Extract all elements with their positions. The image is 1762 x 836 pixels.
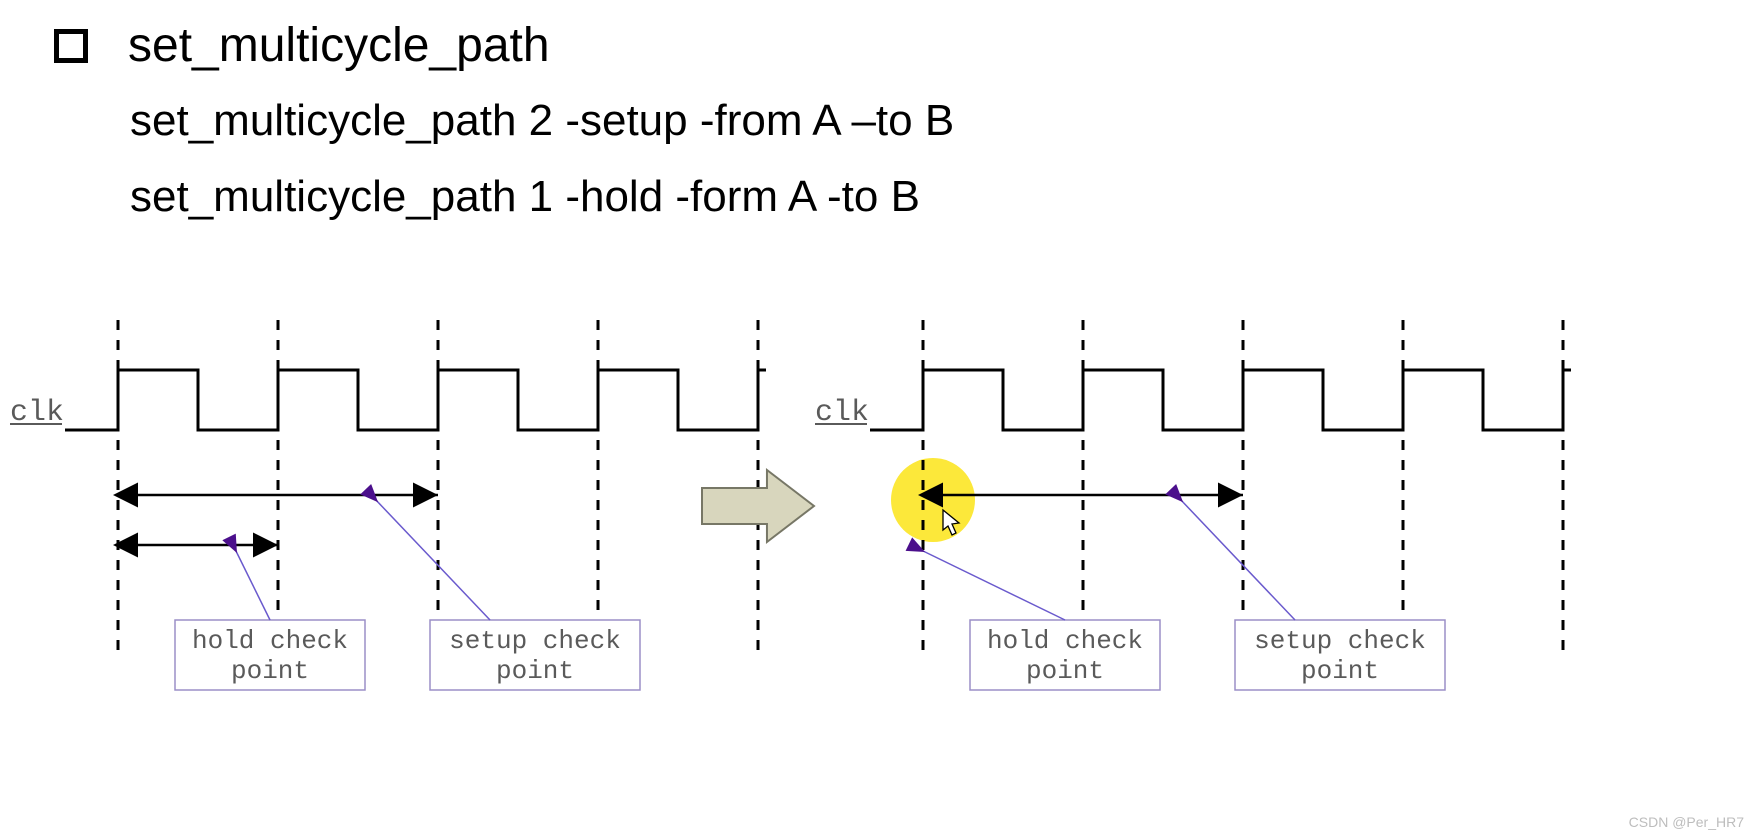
hold-check-box-line2: point [231,656,309,686]
hold-pointer [921,550,1065,620]
page-root: set_multicycle_path set_multicycle_path … [0,0,1762,836]
timing-diagram-right: clkhold checkpointsetup checkpoint [815,320,1571,690]
clk-waveform [65,370,766,430]
highlight-circle [891,458,975,542]
hold-check-box-line1: hold check [192,626,348,656]
timing-diagram-left: clkhold checkpointsetup checkpoint [10,320,766,690]
setup-check-box-line1: setup check [449,626,621,656]
setup-pointer [1180,499,1295,620]
watermark: CSDN @Per_HR7 [1629,814,1744,830]
setup-check-box-line2: point [1301,656,1379,686]
hold-pointer [235,549,270,620]
timing-diagram-canvas: clkhold checkpointsetup checkpointclkhol… [0,0,1762,836]
hold-check-box-line1: hold check [987,626,1143,656]
setup-pointer [375,499,490,620]
clk-waveform [870,370,1571,430]
setup-check-box-line1: setup check [1254,626,1426,656]
hold-check-box-line2: point [1026,656,1104,686]
setup-check-box-line2: point [496,656,574,686]
